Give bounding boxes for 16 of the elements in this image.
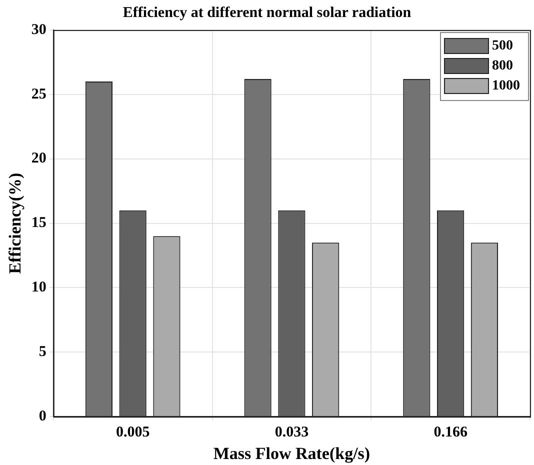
y-tick-label: 10	[31, 280, 46, 296]
x-tick-label: 0.166	[434, 424, 468, 440]
y-tick-label: 30	[31, 22, 46, 38]
y-tick-label: 20	[31, 150, 46, 167]
legend-label: 1000	[492, 78, 520, 94]
y-tick-label: 5	[38, 344, 46, 360]
legend-label: 800	[492, 58, 513, 74]
x-axis-title: Mass Flow Rate(kg/s)	[213, 444, 370, 464]
y-tick-label: 25	[31, 86, 46, 102]
y-tick-label: 0	[38, 408, 46, 424]
x-tick-label: 0.033	[274, 424, 309, 440]
x-tick-label: 0.005	[116, 424, 150, 440]
y-tick-label: 15	[31, 215, 46, 232]
legend-label: 500	[492, 38, 513, 54]
y-axis-title: Efficiency(%)	[6, 172, 25, 274]
chart-title: Efficiency at different normal solar radiation	[122, 4, 412, 21]
